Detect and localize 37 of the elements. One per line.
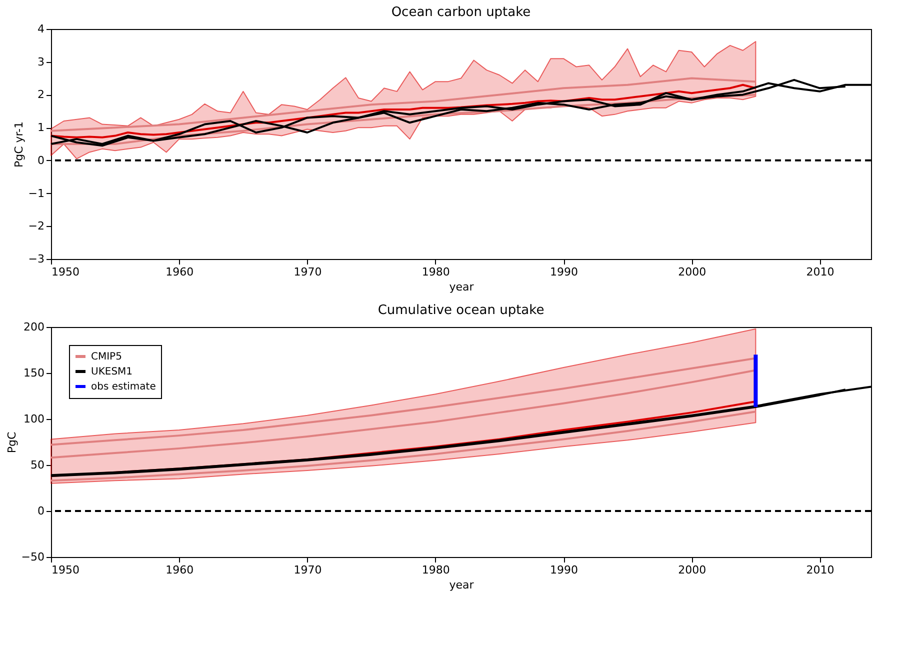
- x-tick-label: 2010: [806, 564, 834, 576]
- x-tick-label: 2000: [678, 266, 706, 278]
- x-tick-label: 1980: [422, 266, 450, 278]
- x-tick-label: 2000: [678, 564, 706, 576]
- x-axis-title: year: [449, 280, 474, 294]
- legend-label: UKESM1: [91, 366, 133, 378]
- x-tick-label: 2010: [806, 266, 834, 278]
- chart-title: Ocean carbon uptake: [391, 5, 531, 20]
- y-axis-title: PgC: [5, 432, 18, 454]
- y-tick-label: 50: [30, 458, 44, 472]
- chart-title: Cumulative ocean uptake: [378, 303, 544, 318]
- y-tick-label: 150: [24, 366, 44, 380]
- x-axis-title: year: [449, 578, 474, 592]
- y-tick-label: −1: [28, 186, 44, 200]
- y-tick-label: 100: [24, 412, 44, 426]
- x-tick-label: 1990: [550, 266, 578, 278]
- x-tick-label: 1960: [166, 266, 194, 278]
- x-tick-label: 1970: [294, 266, 322, 278]
- x-tick-label: 1950: [52, 266, 80, 278]
- y-tick-label: −2: [28, 220, 44, 233]
- legend-label: obs estimate: [91, 382, 156, 392]
- y-tick-label: 2: [38, 88, 44, 102]
- x-tick-label: 1970: [294, 564, 322, 576]
- y-tick-label: 1: [38, 121, 44, 134]
- y-tick-label: 0: [38, 154, 44, 167]
- legend-label: CMIP5: [91, 352, 122, 362]
- y-tick-label: −3: [28, 252, 44, 266]
- y-tick-label: −50: [21, 550, 44, 564]
- x-tick-label: 1960: [166, 564, 194, 576]
- x-tick-label: 1950: [52, 564, 80, 576]
- y-tick-label: 0: [38, 504, 44, 518]
- y-axis-title: PgC yr-1: [12, 121, 26, 168]
- y-tick-label: 200: [24, 320, 44, 334]
- y-tick-label: 3: [38, 55, 44, 68]
- y-tick-label: 4: [38, 22, 44, 36]
- x-tick-label: 1980: [422, 564, 450, 576]
- x-tick-label: 1990: [550, 564, 578, 576]
